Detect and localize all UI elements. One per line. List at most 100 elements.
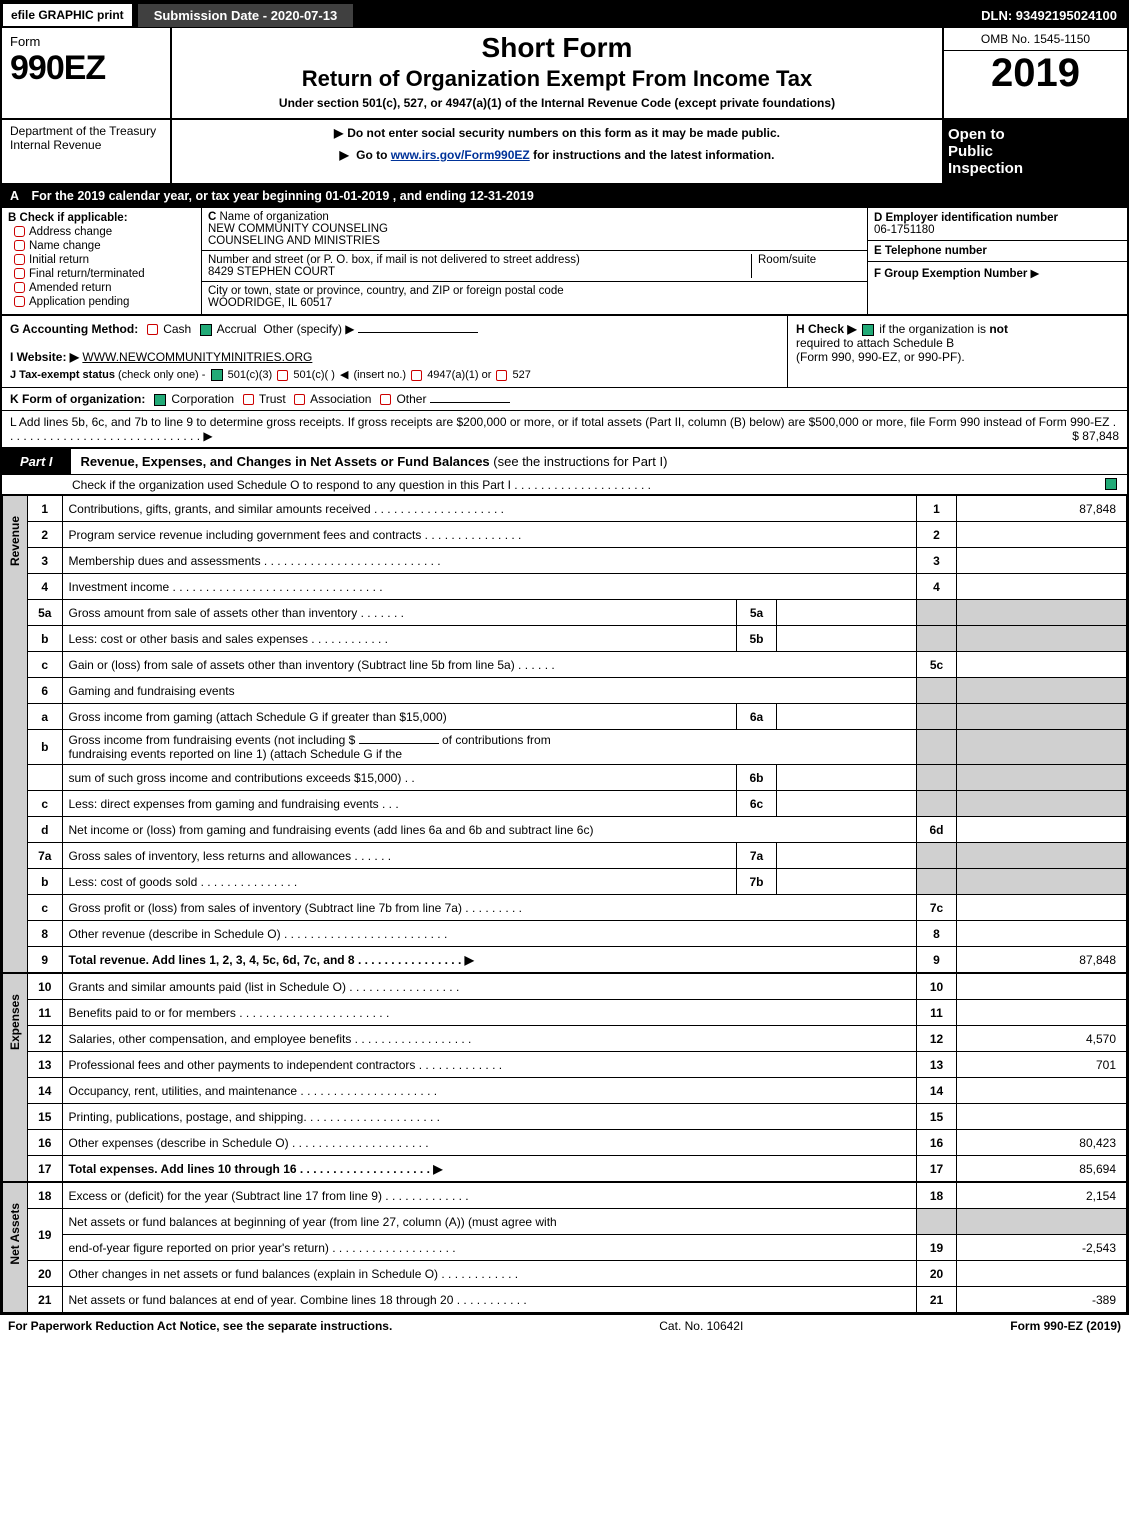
k-trust: Trust	[259, 392, 286, 406]
table-row: 4Investment income . . . . . . . . . . .…	[28, 574, 1127, 600]
line-6b-input[interactable]	[359, 743, 439, 744]
line-19-value: -2,543	[957, 1235, 1127, 1261]
street-label: Number and street (or P. O. box, if mail…	[208, 254, 580, 266]
expenses-side-label: Expenses	[2, 973, 28, 1182]
arrow-left-icon	[338, 369, 350, 381]
table-row: 7aGross sales of inventory, less returns…	[28, 843, 1127, 869]
line-2-desc: Program service revenue including govern…	[62, 522, 917, 548]
table-row: 5aGross amount from sale of assets other…	[28, 600, 1127, 626]
g-other-input[interactable]	[358, 332, 478, 333]
line-16-desc: Other expenses (describe in Schedule O) …	[62, 1130, 917, 1156]
opt-amended-return: Amended return	[29, 282, 111, 294]
line-7b-desc: Less: cost of goods sold . . . . . . . .…	[62, 869, 737, 895]
year-box: OMB No. 1545-1150 2019	[942, 28, 1127, 118]
footer-right: Form 990-EZ (2019)	[1010, 1319, 1121, 1333]
line-6c-desc: Less: direct expenses from gaming and fu…	[62, 791, 737, 817]
table-row: 8Other revenue (describe in Schedule O) …	[28, 921, 1127, 947]
c-name-label: Name of organization	[220, 211, 329, 223]
checkbox-checked-icon[interactable]	[154, 394, 166, 406]
checkbox-icon[interactable]	[14, 268, 25, 279]
header-row-1: Form 990EZ Short Form Return of Organiza…	[2, 28, 1127, 120]
line-6b-desc: Gross income from fundraising events (no…	[62, 730, 917, 765]
taxyear-begin: 01-01-2019	[325, 189, 389, 203]
website-value[interactable]: WWW.NEWCOMMUNITYMINITRIES.ORG	[82, 350, 312, 364]
line-5c-value	[957, 652, 1127, 678]
f-arrow-icon: ▶	[1031, 268, 1040, 280]
return-title: Return of Organization Exempt From Incom…	[180, 66, 934, 92]
checkbox-icon[interactable]	[411, 370, 422, 381]
checkbox-icon[interactable]	[277, 370, 288, 381]
line-20-desc: Other changes in net assets or fund bala…	[62, 1261, 917, 1287]
h-pre: H Check ▶	[796, 322, 857, 336]
table-row: 12Salaries, other compensation, and empl…	[28, 1026, 1127, 1052]
j-501c: 501(c)( )	[293, 369, 335, 381]
checkbox-icon[interactable]	[14, 226, 25, 237]
h-line-3: (Form 990, 990-EZ, or 990-PF).	[796, 350, 965, 364]
table-row: cGain or (loss) from sale of assets othe…	[28, 652, 1127, 678]
opt-application-pending: Application pending	[29, 296, 129, 308]
city-value: WOODRIDGE, IL 60517	[208, 297, 332, 309]
j-4947: 4947(a)(1) or	[427, 369, 491, 381]
table-row: 20Other changes in net assets or fund ba…	[28, 1261, 1127, 1287]
checkbox-icon[interactable]	[294, 394, 305, 405]
k-label: K Form of organization:	[10, 392, 145, 406]
line-5b-desc: Less: cost or other basis and sales expe…	[62, 626, 737, 652]
section-d-e-f: D Employer identification number 06-1751…	[867, 208, 1127, 314]
table-row: 3Membership dues and assessments . . . .…	[28, 548, 1127, 574]
line-21-desc: Net assets or fund balances at end of ye…	[62, 1287, 917, 1313]
part-i-sub-text: Check if the organization used Schedule …	[72, 478, 511, 492]
part-i-title: Revenue, Expenses, and Changes in Net As…	[81, 454, 490, 469]
b-label: Check if applicable:	[20, 212, 128, 224]
submission-tab: Submission Date - 2020-07-13	[137, 3, 355, 28]
line-1-value: 87,848	[957, 496, 1127, 522]
expenses-side: Expenses	[2, 973, 28, 1182]
k-other-input[interactable]	[430, 402, 510, 403]
checkbox-icon[interactable]	[14, 240, 25, 251]
form-word: Form	[10, 34, 162, 49]
line-9-value: 87,848	[957, 947, 1127, 973]
line-15-value	[957, 1104, 1127, 1130]
checkbox-checked-icon[interactable]	[1105, 478, 1117, 490]
k-other: Other	[396, 392, 426, 406]
line-11-desc: Benefits paid to or for members . . . . …	[62, 1000, 917, 1026]
efile-tab[interactable]: efile GRAPHIC print	[2, 3, 133, 27]
checkbox-icon[interactable]	[496, 370, 507, 381]
line-6b-desc-4: sum of such gross income and contributio…	[62, 765, 737, 791]
checkbox-icon[interactable]	[14, 282, 25, 293]
line-12-value: 4,570	[957, 1026, 1127, 1052]
d-label: D Employer identification number	[874, 212, 1058, 224]
checkbox-icon[interactable]	[14, 254, 25, 265]
revenue-side: Revenue	[2, 495, 28, 973]
checkbox-checked-icon[interactable]	[200, 324, 212, 336]
k-corp: Corporation	[171, 392, 234, 406]
j-insert: (insert no.)	[353, 369, 406, 381]
e-label: E Telephone number	[874, 245, 987, 257]
checkbox-checked-icon[interactable]	[211, 369, 223, 381]
g-accrual: Accrual	[217, 322, 257, 336]
checkbox-icon[interactable]	[380, 394, 391, 405]
part-i-sub: Check if the organization used Schedule …	[2, 475, 1127, 495]
footer-left: For Paperwork Reduction Act Notice, see …	[8, 1319, 392, 1333]
checkbox-icon[interactable]	[147, 324, 158, 335]
table-row: bLess: cost or other basis and sales exp…	[28, 626, 1127, 652]
irs-link[interactable]: www.irs.gov/Form990EZ	[391, 148, 530, 162]
goto-arrow	[340, 148, 353, 162]
part-i-label: Part I	[2, 449, 71, 474]
netassets-table: 18Excess or (deficit) for the year (Subt…	[28, 1182, 1127, 1313]
table-row: aGross income from gaming (attach Schedu…	[28, 704, 1127, 730]
part-i-note: (see the instructions for Part I)	[493, 454, 667, 469]
form-page: efile GRAPHIC print Submission Date - 20…	[0, 0, 1129, 1315]
tax-year-line: A For the 2019 calendar year, or tax yea…	[2, 185, 1127, 208]
netassets-side: Net Assets	[2, 1182, 28, 1313]
form-number: 990EZ	[10, 49, 162, 88]
line-7a-value	[777, 843, 917, 869]
letter-a: A	[10, 189, 28, 203]
line-19-desc-1: Net assets or fund balances at beginning…	[62, 1209, 917, 1235]
checkbox-icon[interactable]	[243, 394, 254, 405]
line-14-desc: Occupancy, rent, utilities, and maintena…	[62, 1078, 917, 1104]
line-7b-value	[777, 869, 917, 895]
checkbox-checked-icon[interactable]	[862, 324, 874, 336]
checkbox-icon[interactable]	[14, 296, 25, 307]
line-17-desc: Total expenses. Add lines 10 through 16 …	[62, 1156, 917, 1182]
h-not: not	[989, 322, 1008, 336]
